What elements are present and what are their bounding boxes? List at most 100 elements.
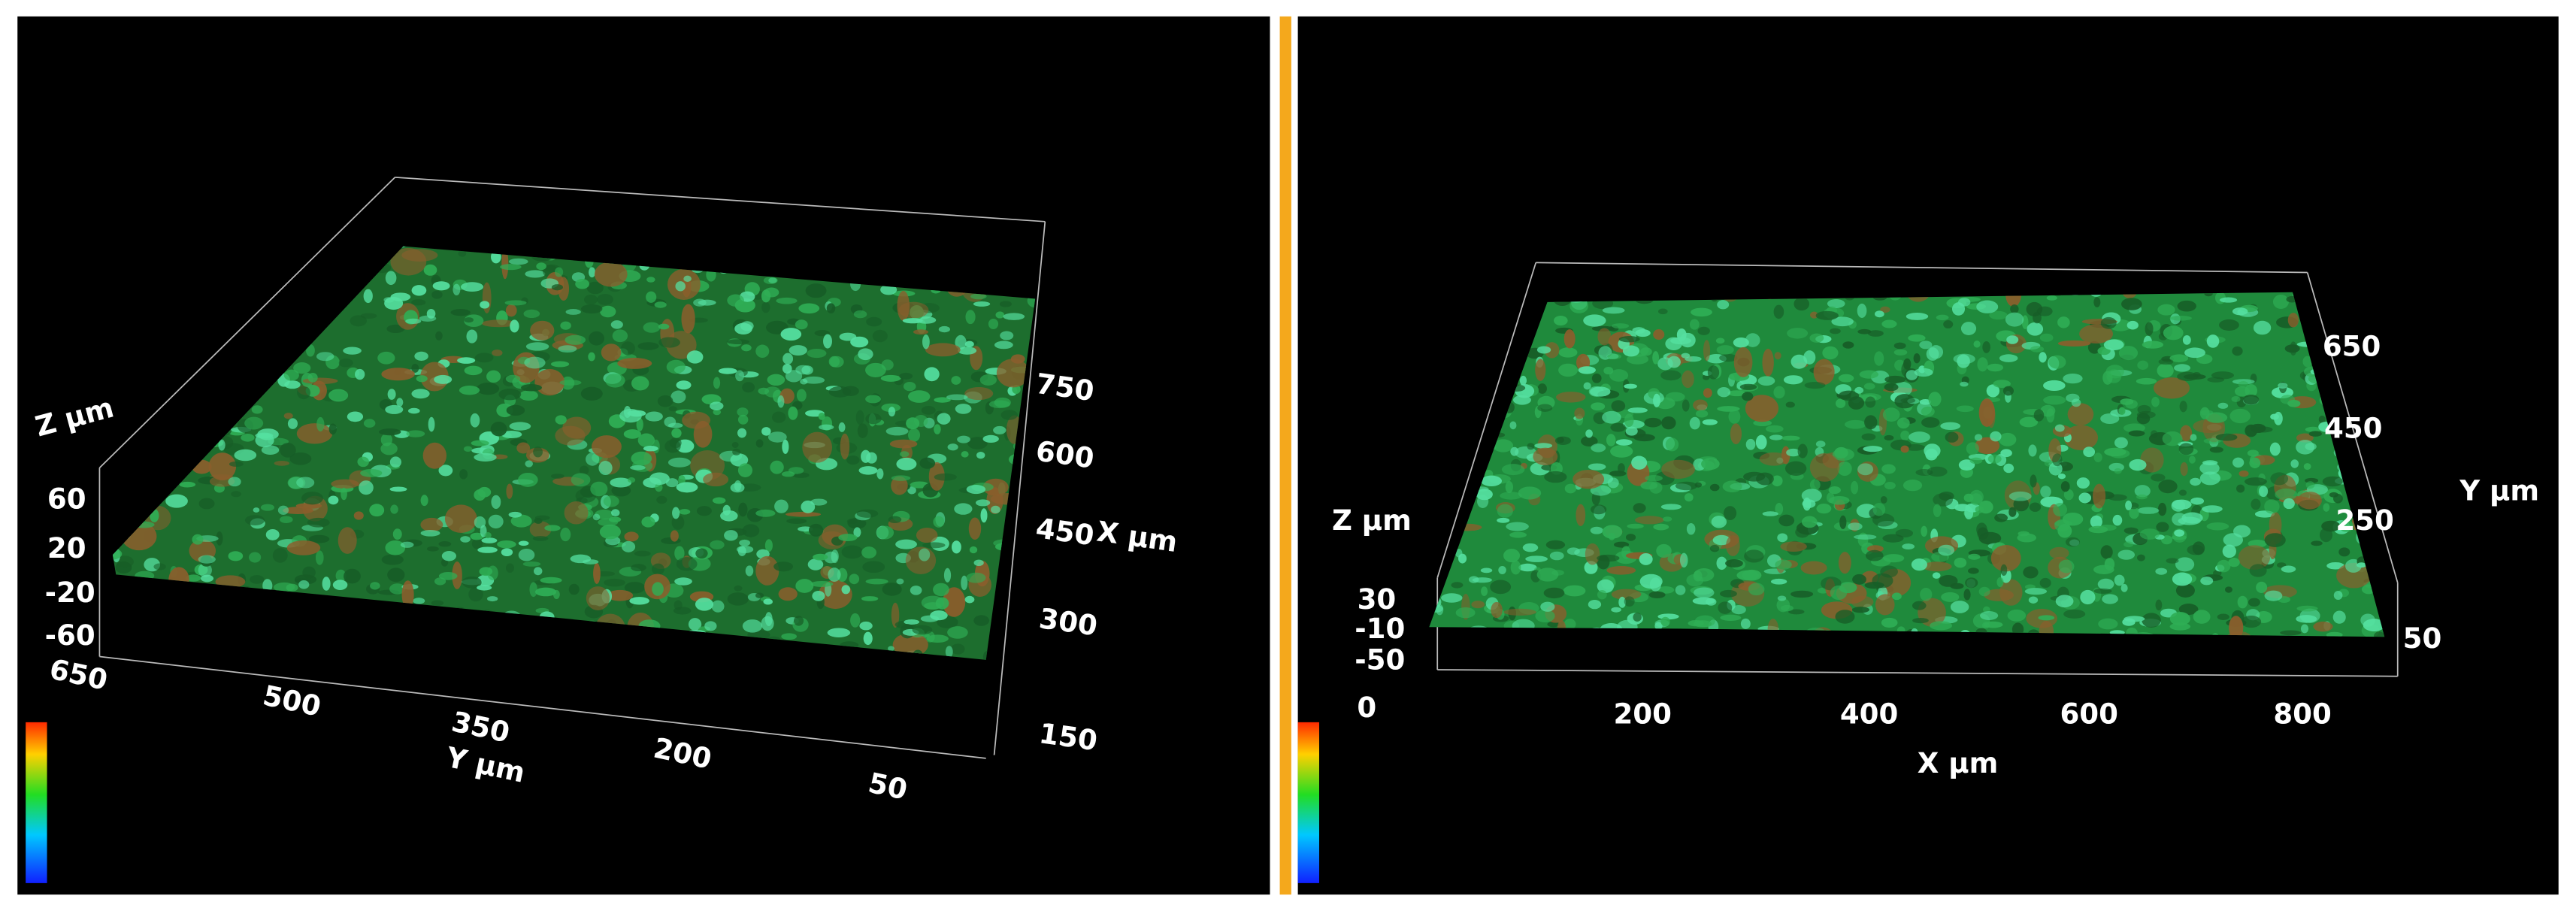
texture-spot	[2054, 424, 2065, 432]
texture-spot	[623, 405, 631, 418]
texture-spot	[2311, 540, 2323, 546]
texture-spot	[1745, 333, 1760, 347]
texture-spot	[592, 513, 601, 521]
texture-spot	[2217, 559, 2231, 573]
texture-spot	[686, 350, 704, 364]
texture-spot	[422, 442, 446, 469]
texture-spot	[1835, 610, 1855, 624]
texture-spot	[1770, 578, 1787, 585]
texture-spot	[1703, 340, 1711, 362]
texture-spot	[165, 494, 188, 508]
texture-spot	[582, 559, 599, 564]
texture-spot	[1964, 506, 1974, 520]
texture-spot	[501, 248, 509, 280]
texture-spot	[652, 582, 664, 596]
texture-spot	[2172, 534, 2187, 540]
texture-spot	[2039, 352, 2047, 363]
texture-spot	[1695, 410, 1709, 418]
texture-spot	[2006, 335, 2019, 344]
texture-spot	[2270, 472, 2289, 486]
texture-spot	[1960, 381, 1969, 387]
texture-spot	[565, 334, 586, 345]
texture-spot	[995, 311, 1005, 319]
texture-spot	[1606, 566, 1636, 575]
texture-spot	[782, 439, 789, 454]
texture-spot	[907, 486, 916, 495]
texture-spot	[1525, 555, 1548, 562]
texture-spot	[1536, 346, 1551, 354]
texture-spot	[501, 430, 522, 439]
texture-spot	[280, 516, 293, 523]
texture-spot	[637, 433, 655, 447]
texture-spot	[2238, 470, 2249, 477]
texture-spot	[1693, 620, 1712, 628]
texture-spot	[1742, 392, 1754, 401]
texture-spot	[1733, 347, 1753, 377]
texture-spot	[2174, 529, 2185, 537]
texture-spot	[668, 406, 677, 412]
texture-spot	[1549, 551, 1564, 561]
texture-spot	[654, 301, 667, 308]
texture-spot	[488, 514, 504, 529]
texture-spot	[1932, 572, 1941, 579]
texture-spot	[2090, 515, 2102, 528]
texture-spot	[2063, 609, 2086, 619]
texture-spot	[474, 489, 486, 501]
texture-spot	[1951, 302, 1966, 316]
texture-spot	[411, 389, 430, 399]
texture-spot	[671, 428, 682, 438]
texture-spot	[2036, 306, 2053, 316]
texture-spot	[1976, 300, 1999, 313]
texture-spot	[484, 531, 492, 539]
texture-spot	[1744, 549, 1764, 563]
texture-spot	[1914, 368, 1933, 377]
texture-spot	[801, 500, 816, 513]
texture-spot	[2251, 498, 2261, 510]
texture-spot	[782, 363, 792, 374]
texture-spot	[1978, 500, 1993, 514]
texture-spot	[862, 561, 885, 574]
texture-spot	[1692, 597, 1715, 605]
texture-spot	[858, 348, 873, 361]
texture-spot	[1857, 328, 1872, 334]
texture-spot	[2189, 456, 2196, 464]
texture-spot	[643, 322, 661, 333]
texture-spot	[518, 540, 529, 546]
texture-spot	[1602, 525, 1623, 539]
texture-spot	[776, 297, 798, 304]
texture-spot	[389, 583, 406, 595]
texture-spot	[876, 525, 894, 540]
texture-spot	[2076, 477, 2090, 489]
texture-spot	[1990, 545, 2021, 572]
texture-spot	[591, 435, 622, 459]
texture-spot	[2007, 609, 2027, 622]
texture-spot	[416, 375, 428, 383]
texture-spot	[487, 565, 498, 581]
texture-spot	[838, 422, 846, 432]
texture-spot	[2303, 463, 2311, 471]
texture-spot	[808, 523, 824, 537]
texture-spot	[504, 300, 527, 306]
texture-spot	[2224, 586, 2232, 593]
texture-spot	[858, 466, 878, 475]
texture-spot	[907, 428, 921, 442]
texture-spot	[1913, 353, 1921, 364]
texture-spot	[1716, 556, 1727, 571]
texture-spot	[1963, 493, 1974, 503]
texture-spot	[1912, 617, 1929, 624]
texture-spot	[302, 566, 316, 579]
texture-spot	[2329, 492, 2338, 498]
texture-spot	[215, 575, 246, 589]
texture-spot	[1533, 447, 1558, 466]
texture-spot	[1602, 410, 1621, 424]
texture-spot	[624, 531, 639, 542]
texture-spot	[2057, 524, 2072, 538]
texture-spot	[672, 507, 680, 519]
texture-spot	[2063, 425, 2099, 451]
texture-spot	[2128, 430, 2145, 437]
texture-spot	[982, 434, 999, 443]
texture-spot	[389, 456, 401, 468]
texture-spot	[1851, 595, 1874, 608]
texture-spot	[575, 279, 589, 289]
right-colorbar	[1297, 722, 1319, 883]
